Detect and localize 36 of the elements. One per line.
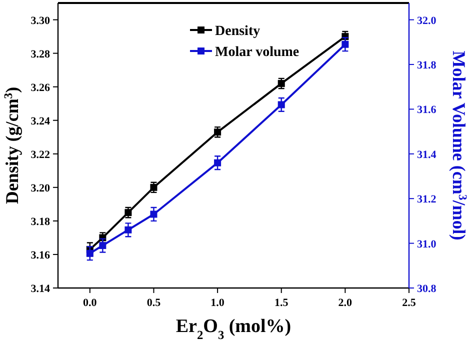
x-tick-label: 1.5 bbox=[274, 297, 289, 309]
point bbox=[278, 80, 285, 87]
point bbox=[150, 210, 158, 218]
point bbox=[214, 128, 222, 136]
legend-label: Molar volume bbox=[215, 45, 300, 60]
y-tick-label: 3.26 bbox=[30, 82, 50, 94]
point bbox=[86, 250, 94, 257]
x-tick-label: 2.0 bbox=[338, 297, 353, 309]
y2-tick-label: 30.8 bbox=[417, 283, 437, 295]
legend-label: Density bbox=[215, 24, 260, 39]
point bbox=[150, 184, 158, 191]
y-tick-label: 3.28 bbox=[30, 48, 50, 60]
y-tick-label: 3.18 bbox=[30, 216, 50, 228]
point bbox=[124, 209, 132, 216]
y-tick-label: 3.24 bbox=[30, 115, 50, 128]
y2-tick-label: 32.0 bbox=[417, 14, 437, 27]
point bbox=[124, 226, 132, 234]
point bbox=[278, 101, 285, 108]
x-tick-label: 0.5 bbox=[146, 297, 162, 309]
y2-tick-label: 31.0 bbox=[417, 238, 437, 250]
x-tick-label: 2.5 bbox=[402, 297, 416, 309]
y-tick-label: 3.30 bbox=[30, 14, 50, 27]
y2-tick-label: 31.2 bbox=[417, 194, 437, 206]
x-tick-label: 1.0 bbox=[210, 297, 225, 309]
y2-tick-label: 31.6 bbox=[417, 104, 437, 116]
point bbox=[342, 40, 349, 48]
point bbox=[214, 159, 222, 166]
y-tick-label: 3.14 bbox=[30, 283, 50, 295]
x-tick-label: 0.0 bbox=[83, 297, 98, 309]
x-axis-title: Er$_{2}$O$_{3}$ (mol%) bbox=[176, 316, 292, 342]
point bbox=[99, 242, 106, 250]
y2-tick-label: 31.8 bbox=[417, 59, 437, 72]
y-tick-label: 3.16 bbox=[30, 249, 50, 262]
y-tick-label: 3.20 bbox=[30, 182, 50, 194]
y2-tick-label: 31.4 bbox=[417, 148, 437, 161]
y-tick-label: 3.22 bbox=[30, 148, 50, 161]
